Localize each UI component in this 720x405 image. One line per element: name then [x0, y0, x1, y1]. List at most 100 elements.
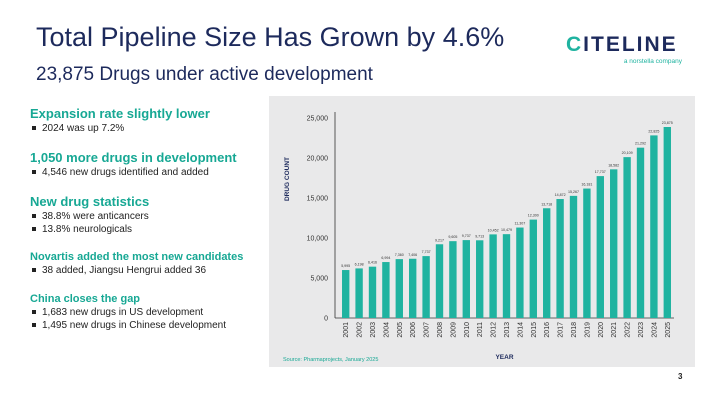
section-heading: China closes the gap	[30, 293, 141, 305]
bullet-item: 2024 was up 7.2%	[30, 122, 270, 135]
bar-value-label: 20,109	[622, 151, 633, 155]
x-tick-label: 2009	[450, 322, 457, 338]
bullet-item: 1,683 new drugs in US development	[30, 306, 270, 319]
y-tick-label: 10,000	[307, 236, 329, 243]
x-tick-label: 2017	[558, 322, 565, 338]
bar-value-label: 16,181	[581, 183, 592, 187]
bar	[342, 270, 350, 318]
bar-value-label: 5,995	[341, 264, 350, 268]
bar-value-label: 21,292	[635, 142, 646, 146]
bar-value-label: 11,307	[515, 222, 526, 226]
bar-value-label: 9,737	[462, 234, 471, 238]
x-tick-label: 2006	[410, 322, 417, 338]
logo-first-letter: C	[566, 33, 584, 56]
bar	[382, 262, 390, 318]
bar-value-label: 7,406	[408, 253, 417, 257]
bar-value-label: 22,825	[648, 129, 659, 133]
x-axis-title: YEAR	[495, 354, 513, 361]
x-tick-label: 2010	[464, 322, 471, 338]
x-tick-label: 2022	[625, 322, 632, 338]
x-tick-label: 2023	[638, 322, 645, 338]
bar	[449, 241, 457, 318]
bar	[636, 147, 645, 318]
bar	[462, 240, 470, 318]
slide-subtitle: 23,875 Drugs under active development	[36, 64, 373, 85]
bar	[529, 219, 537, 318]
section-heading: Expansion rate slightly lower	[30, 106, 210, 121]
bullet-item: 4,546 new drugs identified and added	[30, 166, 270, 179]
bar	[623, 157, 631, 318]
bar	[583, 188, 591, 318]
section-heading: Novartis added the most new candidates	[30, 251, 244, 263]
bar	[435, 244, 444, 318]
section-novartis: Novartis added the most new candidates 3…	[30, 250, 270, 277]
x-tick-label: 2012	[491, 322, 498, 338]
bar	[395, 259, 403, 318]
bar	[502, 234, 511, 318]
y-tick-label: 0	[324, 316, 328, 323]
x-tick-label: 2019	[584, 322, 591, 338]
bar-value-label: 9,605	[448, 235, 457, 239]
bar-value-label: 9,217	[435, 238, 444, 242]
bar	[543, 208, 551, 318]
bar-value-label: 15,267	[568, 190, 579, 194]
x-tick-label: 2024	[651, 322, 658, 338]
x-tick-label: 2005	[397, 322, 404, 338]
y-tick-label: 5,000	[310, 276, 328, 283]
logo-tagline: a norstella company	[623, 58, 682, 65]
bar	[489, 234, 497, 318]
bullet-list: 4,546 new drugs identified and added	[30, 166, 270, 179]
logo-wordmark: CITELINE	[566, 34, 696, 56]
x-tick-label: 2008	[437, 322, 444, 338]
bullet-item: 13.8% neurologicals	[30, 223, 270, 236]
bar-value-label: 6,994	[381, 256, 390, 260]
section-china: China closes the gap 1,683 new drugs in …	[30, 292, 270, 332]
bar-value-label: 10,479	[501, 228, 512, 232]
x-tick-label: 2013	[504, 322, 511, 338]
x-tick-label: 2021	[611, 322, 618, 338]
y-axis-title: DRUG COUNT	[284, 157, 291, 201]
y-tick-label: 25,000	[307, 116, 329, 123]
chart-source: Source: Pharmaprojects, January 2025	[283, 357, 379, 363]
y-tick-label: 15,000	[307, 196, 329, 203]
drug-count-bar-chart: 0 5,000 10,000 15,000 20,000 25,000 5,995 2001 6…	[284, 112, 674, 361]
slide-title: Total Pipeline Size Has Grown by 4.6%	[36, 22, 505, 52]
bar-value-label: 9,713	[475, 234, 484, 238]
bar-value-label: 23,875	[662, 121, 673, 125]
section-heading: 1,050 more drugs in development	[30, 150, 237, 165]
bar-value-label: 14,872	[555, 193, 566, 197]
bar-value-label: 7,737	[422, 250, 431, 254]
page-number: 3	[678, 372, 683, 381]
x-tick-label: 2025	[665, 322, 672, 338]
bar-value-label: 10,452	[488, 228, 499, 232]
x-tick-label: 2001	[343, 322, 350, 338]
bar-value-label: 17,737	[595, 170, 606, 174]
bar	[476, 240, 484, 318]
x-tick-label: 2020	[598, 322, 605, 338]
bar	[569, 195, 578, 318]
citeline-logo: CITELINE a norstella company	[566, 34, 696, 66]
bar-value-label: 12,300	[528, 214, 539, 218]
bar	[355, 268, 363, 318]
bar-value-label: 6,416	[368, 261, 377, 265]
x-tick-label: 2004	[383, 322, 390, 338]
logo-rest: ITELINE	[583, 33, 678, 56]
bar	[516, 227, 524, 318]
bar-value-label: 13,718	[541, 202, 552, 206]
key-points: Expansion rate slightly lower 2024 was u…	[30, 106, 270, 332]
bar-value-label: 6,198	[355, 262, 364, 266]
bullet-item: 38 added, Jiangsu Hengrui added 36	[30, 264, 270, 277]
chart-panel: 0 5,000 10,000 15,000 20,000 25,000 5,995 2001 6…	[269, 96, 695, 367]
bar	[650, 135, 658, 318]
bar	[368, 266, 377, 318]
bar	[409, 258, 417, 318]
section-expansion-rate: Expansion rate slightly lower 2024 was u…	[30, 106, 270, 135]
bar	[610, 169, 618, 318]
bar	[596, 176, 604, 318]
bullet-list: 38.8% were anticancers 13.8% neurologica…	[30, 210, 270, 236]
x-tick-label: 2015	[531, 322, 538, 338]
bullet-item: 38.8% were anticancers	[30, 210, 270, 223]
x-tick-label: 2018	[571, 322, 578, 338]
y-tick-label: 20,000	[307, 156, 329, 163]
x-tick-label: 2003	[370, 322, 377, 338]
